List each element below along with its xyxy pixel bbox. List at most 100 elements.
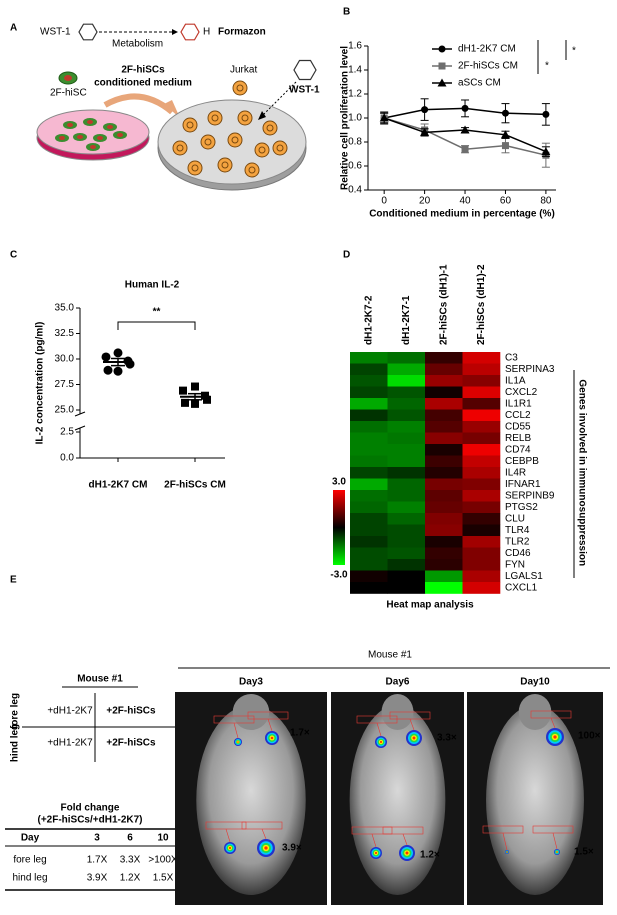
row-label: CLU xyxy=(505,513,525,524)
colorbar xyxy=(333,490,345,565)
jurkat-nucleus xyxy=(248,166,256,174)
day-label: Day3 xyxy=(239,677,263,688)
chart-title: Human IL-2 xyxy=(125,280,180,291)
y-tick-label: 0.0 xyxy=(60,453,74,464)
legend-marker xyxy=(438,45,446,53)
marker xyxy=(421,106,429,114)
medium-label: 2F-hiSCs xyxy=(121,65,165,76)
legend-marker xyxy=(437,78,447,87)
heatmap-cell xyxy=(387,559,426,571)
heatmap-cell xyxy=(350,409,388,422)
heatmap-cell xyxy=(425,513,463,525)
roi-pointer xyxy=(267,718,273,732)
wst1-label: WST-1 xyxy=(289,85,320,96)
heatmap-cell xyxy=(462,432,501,445)
jurkat-cell xyxy=(182,117,198,133)
roi-pointer xyxy=(376,722,382,737)
dish-left-top xyxy=(36,109,150,155)
y-axis-label: Relative cell proliferation level xyxy=(340,46,351,190)
y-tick-label: 1.4 xyxy=(348,65,362,76)
data-point xyxy=(203,395,211,404)
marker xyxy=(460,125,470,134)
row-label: CXCL2 xyxy=(505,387,538,398)
heatmap-cell xyxy=(350,363,388,376)
fold-overlay: 1.7× xyxy=(290,728,310,739)
y-tick-label: 1.2 xyxy=(348,89,362,100)
significance-bracket xyxy=(117,321,196,330)
heatmap-cell xyxy=(350,536,388,548)
y-axis-label: IL-2 concentration (pg/ml) xyxy=(35,322,46,445)
x-tick-label: 0 xyxy=(381,196,387,207)
heatmap-cell xyxy=(387,432,426,445)
row-label: IL1R1 xyxy=(505,398,532,409)
signal-spot xyxy=(405,851,409,855)
axis-break xyxy=(74,425,86,431)
data-point xyxy=(201,391,209,400)
heatmap-cell xyxy=(425,547,463,560)
heatmap-cell xyxy=(387,513,426,525)
day-label: Day10 xyxy=(520,677,550,688)
row-label: SERPINB9 xyxy=(505,490,555,501)
heatmap-cell xyxy=(462,524,501,537)
jurkat-nucleus xyxy=(258,146,266,154)
heatmap-cell xyxy=(425,375,463,387)
heatmap-cell xyxy=(350,478,388,491)
roi-pointer xyxy=(371,833,377,848)
heatmap-cell xyxy=(387,467,426,479)
cell: hind leg xyxy=(12,873,47,884)
jurkat-nucleus xyxy=(276,144,284,152)
medium-label: conditioned medium xyxy=(94,78,192,89)
header-cell: 3 xyxy=(94,833,100,844)
heatmap-cell xyxy=(387,386,426,399)
legend-marker xyxy=(438,62,446,70)
jurkat-nucleus xyxy=(266,124,274,132)
jurkat-nucleus xyxy=(241,114,249,122)
heatmap-cell xyxy=(387,409,426,422)
heatmap-cell xyxy=(350,547,388,560)
cell: 1.7X xyxy=(87,855,108,866)
cell: +2F-hiSCs xyxy=(106,706,156,717)
formazon-molecule xyxy=(180,23,200,41)
hisc-nucleus xyxy=(117,133,123,137)
roi-pointer xyxy=(502,832,508,851)
panel-label: C xyxy=(10,250,17,261)
heatmap-cell xyxy=(350,352,388,364)
heatmap-cell xyxy=(425,501,463,514)
data-point xyxy=(113,348,123,358)
hisc-nucleus xyxy=(77,135,83,139)
signal-spot xyxy=(553,735,557,739)
marker xyxy=(501,109,509,117)
jurkat-cell xyxy=(207,110,223,126)
hisc-nucleus xyxy=(90,145,96,149)
signal-spot xyxy=(374,851,378,855)
marker xyxy=(501,142,509,150)
heatmap-cell xyxy=(387,421,426,433)
column-label: dH1-2K7-1 xyxy=(401,295,412,345)
arrow-head xyxy=(258,111,266,120)
side-label: Genes involved in immunosuppression xyxy=(576,379,587,566)
heatmap-cell xyxy=(425,398,463,410)
row-label: IFNAR1 xyxy=(505,479,541,490)
header-cell: Day xyxy=(21,833,40,844)
formazon-label: Formazon xyxy=(218,27,266,38)
marker xyxy=(542,110,550,118)
heatmap-cell xyxy=(462,582,501,594)
column-label: 2F-hiSCs (dH1)-2 xyxy=(476,264,487,345)
header-cell: 6 xyxy=(127,833,133,844)
row-label: C3 xyxy=(505,352,518,363)
signal-spot xyxy=(412,736,416,740)
data-point xyxy=(101,352,111,362)
y-tick-label: 1.0 xyxy=(348,113,362,124)
x-axis-label: Conditioned medium in percentage (%) xyxy=(369,209,555,220)
row-label: CXCL1 xyxy=(505,582,538,593)
significance: * xyxy=(572,46,576,57)
hisc-nucleus xyxy=(87,120,93,124)
y-tick-label: 27.5 xyxy=(55,379,75,390)
roi-pointer xyxy=(550,717,556,729)
y-tick-label: 1.6 xyxy=(348,41,362,52)
heatmap-cell xyxy=(462,444,501,456)
heatmap-cell xyxy=(425,490,463,502)
hisc-nucleus xyxy=(64,75,72,81)
cell: 1.5X xyxy=(153,873,174,884)
heatmap-cell xyxy=(350,501,388,514)
